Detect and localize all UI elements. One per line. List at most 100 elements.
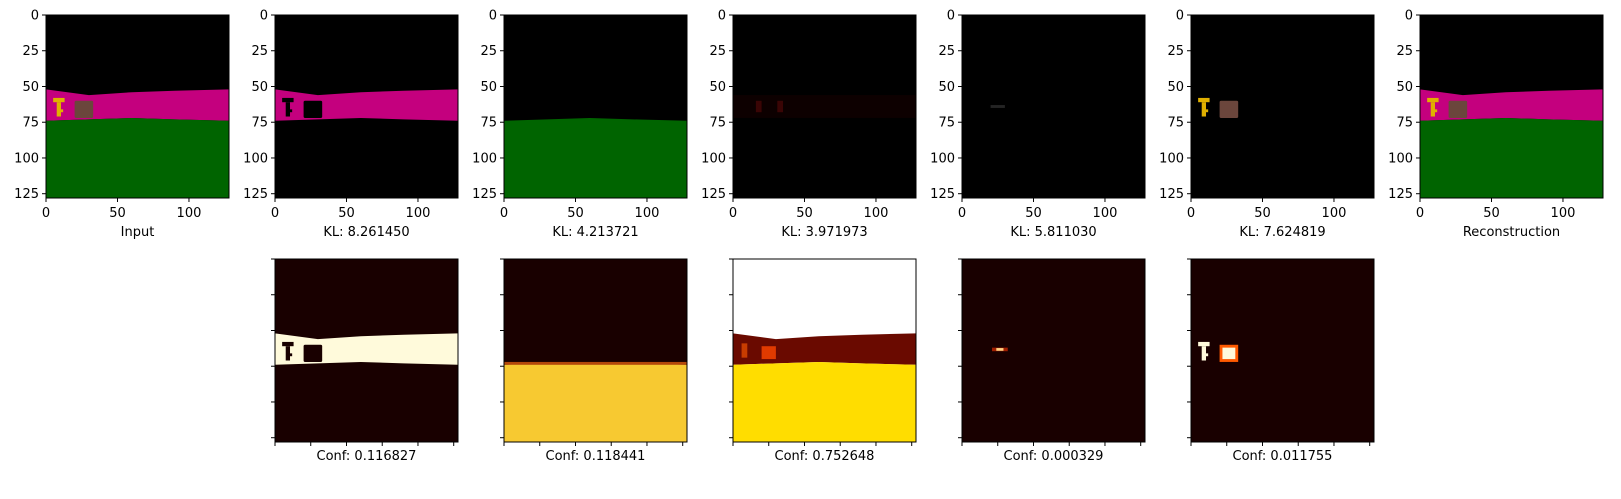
key-object xyxy=(53,97,65,117)
y-tick-label: 25 xyxy=(251,44,268,59)
x-tick-label: 50 xyxy=(567,206,584,221)
key-mark xyxy=(741,343,748,358)
y-tick-label: 0 xyxy=(947,9,955,24)
floor xyxy=(1420,117,1603,198)
y-tick-label: 125 xyxy=(243,187,268,202)
y-tick-label: 125 xyxy=(1159,187,1184,202)
key-head xyxy=(282,341,294,347)
y-tick-label: 125 xyxy=(472,187,497,202)
box-heat-inner xyxy=(1222,347,1236,360)
y-tick-label: 0 xyxy=(31,9,39,24)
box-hole xyxy=(303,344,323,362)
x-tick-label: 50 xyxy=(109,206,126,221)
y-tick-label: 50 xyxy=(709,80,726,95)
bright-band xyxy=(275,333,458,365)
y-tick-label: 50 xyxy=(938,80,955,95)
panel-frame xyxy=(1419,14,1604,199)
y-tick-label: 100 xyxy=(930,151,955,166)
box-hole xyxy=(303,100,323,118)
y-tick-label: 75 xyxy=(480,116,497,131)
panel-caption: Input xyxy=(121,225,155,240)
dot-core xyxy=(996,348,1004,351)
key-head xyxy=(1198,97,1210,103)
bottom-panel-3: Conf: 0.752648 xyxy=(729,258,917,464)
y-tick-label: 25 xyxy=(709,44,726,59)
y-tick-label: 25 xyxy=(1396,44,1413,59)
panel-caption: KL: 5.811030 xyxy=(1010,225,1096,240)
x-tick-label: 0 xyxy=(729,206,737,221)
box-object xyxy=(1448,100,1468,118)
bottom-panel-5: Conf: 0.011755 xyxy=(1187,258,1375,464)
y-tick-label: 125 xyxy=(14,187,39,202)
panel-caption: Conf: 0.000329 xyxy=(1004,449,1104,464)
floor xyxy=(504,117,687,198)
x-tick-label: 100 xyxy=(635,206,660,221)
key-hole xyxy=(282,341,294,361)
x-tick-label: 50 xyxy=(1025,206,1042,221)
panel-frame xyxy=(1190,14,1375,199)
bottom-panel-2: Conf: 0.118441 xyxy=(500,258,688,464)
background xyxy=(962,15,1145,198)
panel-caption: Conf: 0.118441 xyxy=(546,449,646,464)
key-object xyxy=(1427,97,1439,117)
y-tick-label: 25 xyxy=(1167,44,1184,59)
panel-caption: KL: 7.624819 xyxy=(1239,225,1325,240)
y-tick-label: 125 xyxy=(701,187,726,202)
faint-dot xyxy=(990,105,1005,108)
y-tick-label: 100 xyxy=(472,151,497,166)
panel-caption: KL: 3.971973 xyxy=(781,225,867,240)
panel-frame xyxy=(503,258,688,443)
key-tooth xyxy=(289,353,293,357)
y-tick-label: 25 xyxy=(938,44,955,59)
x-tick-label: 0 xyxy=(42,206,50,221)
y-tick-label: 100 xyxy=(1159,151,1184,166)
panel-frame xyxy=(274,14,459,199)
bottom-panel-4: Conf: 0.000329 xyxy=(958,258,1146,464)
key-tooth xyxy=(1205,353,1209,357)
key-head xyxy=(1427,97,1439,103)
y-tick-label: 100 xyxy=(701,151,726,166)
wall-band xyxy=(1420,89,1603,121)
wall-band xyxy=(46,89,229,121)
background xyxy=(1191,259,1374,442)
y-tick-label: 125 xyxy=(1388,187,1413,202)
key-tooth xyxy=(1205,109,1209,113)
panel-caption: Conf: 0.116827 xyxy=(317,449,417,464)
panel-caption: Conf: 0.752648 xyxy=(775,449,875,464)
x-tick-label: 0 xyxy=(1187,206,1195,221)
y-tick-label: 50 xyxy=(22,80,39,95)
key-heat xyxy=(1198,341,1210,361)
x-tick-label: 50 xyxy=(796,206,813,221)
panel-caption: KL: 4.213721 xyxy=(552,225,638,240)
panel-frame xyxy=(961,258,1146,443)
y-tick-label: 50 xyxy=(1396,80,1413,95)
y-tick-label: 125 xyxy=(930,187,955,202)
y-tick-label: 75 xyxy=(22,116,39,131)
x-tick-label: 100 xyxy=(864,206,889,221)
y-tick-label: 100 xyxy=(14,151,39,166)
key-head xyxy=(53,97,65,103)
y-tick-label: 50 xyxy=(251,80,268,95)
wall-band xyxy=(275,89,458,121)
y-tick-label: 25 xyxy=(22,44,39,59)
x-tick-label: 100 xyxy=(177,206,202,221)
x-tick-label: 0 xyxy=(1416,206,1424,221)
x-tick-label: 50 xyxy=(1254,206,1271,221)
key-head xyxy=(1198,341,1210,347)
bottom-panel-1: Conf: 0.116827 xyxy=(271,258,459,464)
panel-frame xyxy=(503,14,688,199)
key-head xyxy=(282,97,294,103)
panel-caption: Conf: 0.011755 xyxy=(1233,449,1333,464)
panel-caption: Reconstruction xyxy=(1463,225,1560,240)
background xyxy=(962,259,1145,442)
y-tick-label: 50 xyxy=(480,80,497,95)
dark-band xyxy=(733,333,916,365)
y-tick-label: 50 xyxy=(1167,80,1184,95)
